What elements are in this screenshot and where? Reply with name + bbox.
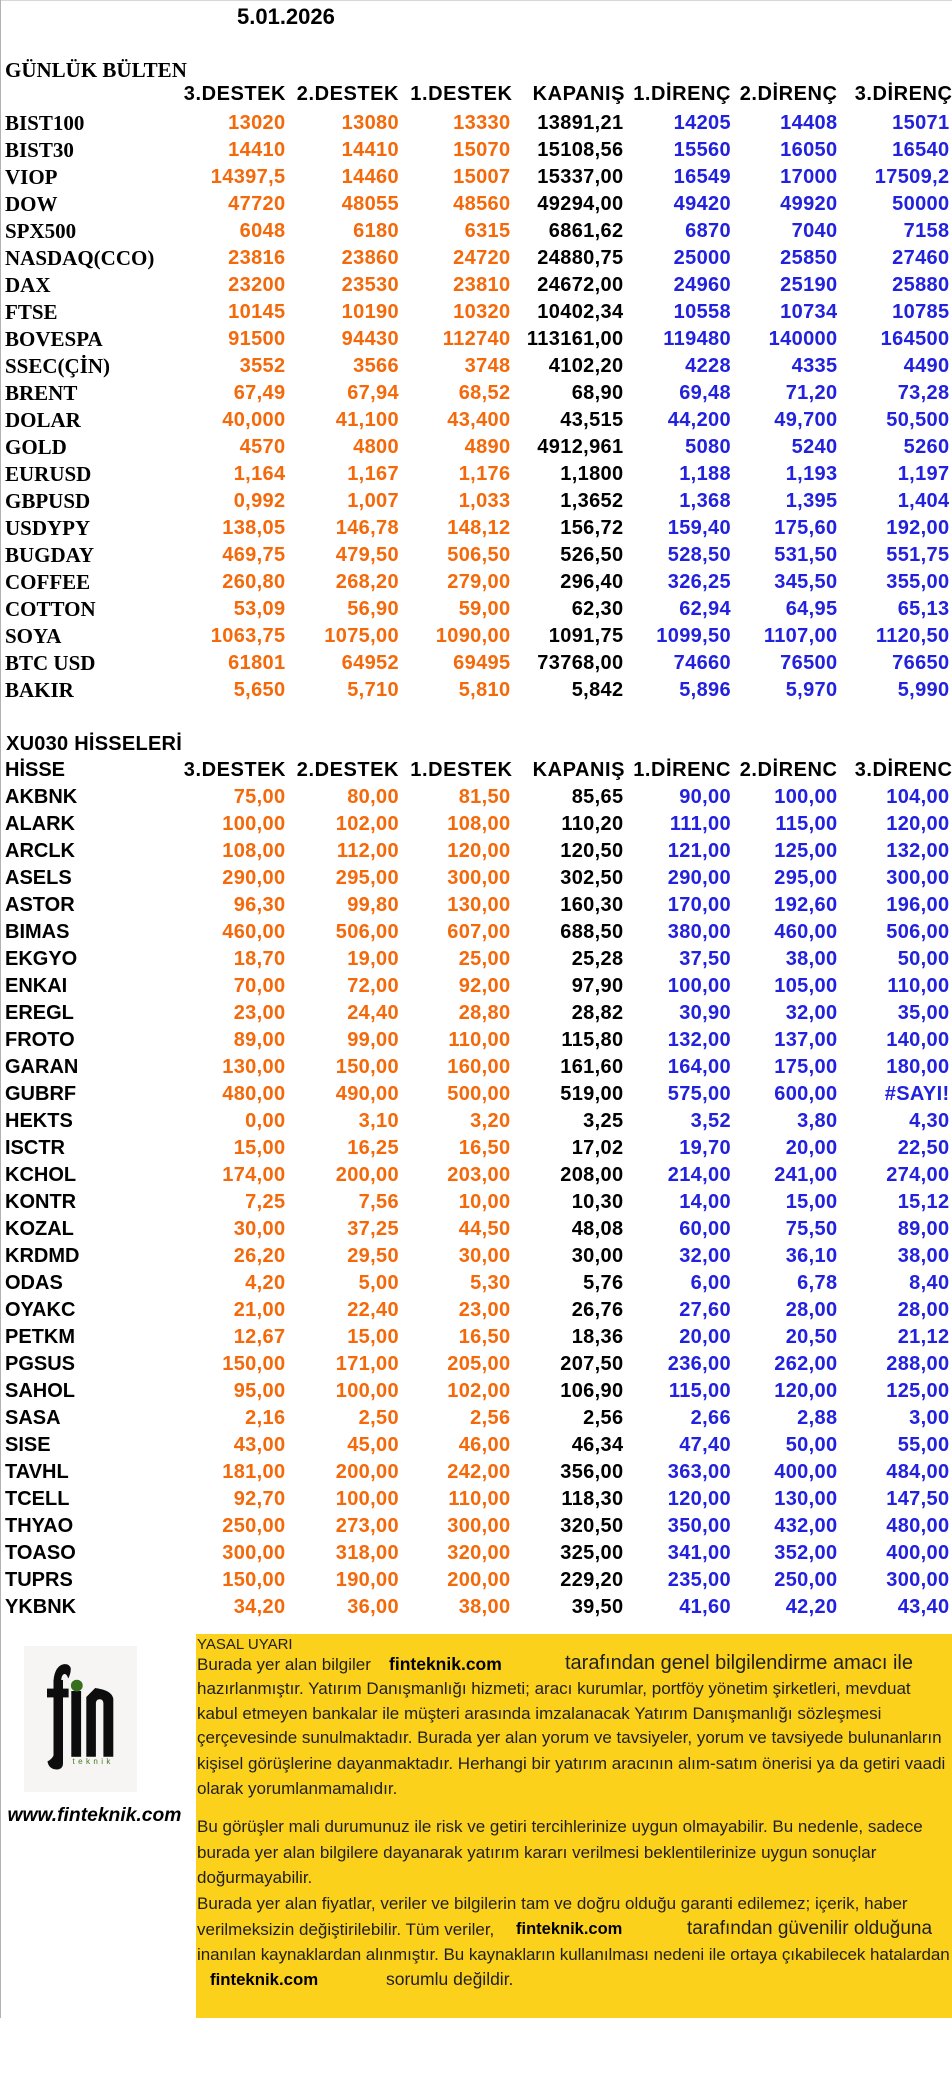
svg-text:teknik: teknik (73, 1757, 114, 1766)
